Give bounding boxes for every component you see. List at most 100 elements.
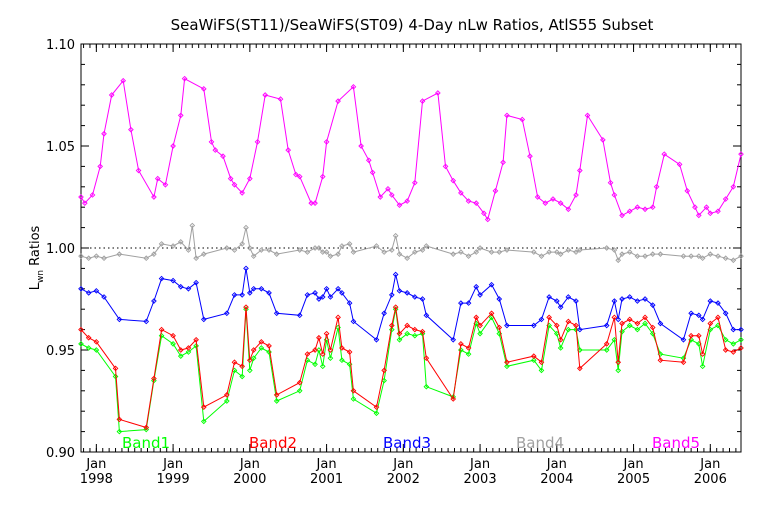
data-point [396,202,403,208]
data-point [101,130,107,137]
data-point [381,367,387,374]
data-point [200,404,207,410]
data-point [577,247,583,253]
data-point [496,296,503,302]
data-point [626,249,633,255]
data-point [93,253,100,259]
data-point [538,359,545,366]
data-point [277,96,284,102]
data-point [254,139,261,145]
data-point [116,428,123,435]
data-point [542,200,549,206]
data-point [465,345,472,351]
data-point [680,253,687,259]
data-point [392,304,399,310]
data-point [458,341,464,347]
data-point [419,247,426,253]
data-point [151,298,157,304]
data-point [634,326,641,333]
data-point [473,314,480,321]
data-point [699,363,706,370]
data-point [615,257,622,264]
data-point [492,188,499,194]
data-point [223,245,230,251]
data-point [619,296,625,302]
x-tick-year: 2003 [464,472,497,487]
data-point [220,153,226,160]
data-point [212,147,219,153]
data-point [177,239,184,245]
data-point [392,232,399,239]
data-point [170,243,176,249]
data-point [312,347,318,353]
data-point [243,304,249,310]
data-point [730,257,737,264]
data-point [504,363,510,370]
data-point [239,363,245,370]
data-point [258,345,265,351]
data-point [373,243,380,249]
data-point [319,173,326,180]
data-point [634,298,641,304]
data-point [296,379,303,386]
data-point [603,341,610,347]
data-point [327,294,334,300]
data-point [85,334,92,341]
data-point [293,171,299,178]
data-point [730,326,737,333]
data-point [316,296,322,302]
series-band1 [78,306,744,435]
data-point [312,361,318,368]
data-point [239,241,245,247]
data-point [388,326,395,333]
legend-entry-band5: Band5 [652,434,700,452]
data-point [116,416,123,423]
x-tick-year: 1999 [157,472,190,487]
data-point [319,249,326,255]
data-point [615,316,622,323]
data-point [250,347,257,353]
data-point [661,151,668,157]
data-point [450,336,457,343]
data-point [450,396,457,402]
data-point [404,198,410,204]
data-point [170,341,176,347]
data-point [557,345,564,351]
data-point [231,247,238,253]
data-point [730,183,737,190]
y-tick-label: 0.90 [46,446,75,461]
x-tick-year: 2004 [540,472,573,487]
data-point [350,396,357,402]
data-point [553,249,560,255]
data-point [707,251,714,257]
data-point [496,324,503,331]
data-point [611,192,618,198]
data-point [642,253,648,259]
data-point [316,245,322,251]
data-point [250,355,257,361]
data-point [695,312,702,319]
data-point [657,320,664,327]
data-point [676,161,683,168]
data-point [642,296,648,302]
data-point [170,277,176,284]
data-point [695,253,702,259]
data-point [488,249,495,255]
data-point [193,255,199,262]
data-point [634,253,641,259]
data-point [262,92,269,98]
data-point [419,328,426,335]
data-point [339,290,345,296]
data-point [404,290,410,296]
data-point [730,349,737,355]
data-point [85,345,92,351]
data-point [738,336,744,343]
data-point [78,253,84,259]
data-point [335,285,341,292]
data-point [304,249,311,255]
data-point [158,241,165,247]
data-point [162,181,169,188]
data-point [603,322,610,329]
data-point [565,318,572,325]
